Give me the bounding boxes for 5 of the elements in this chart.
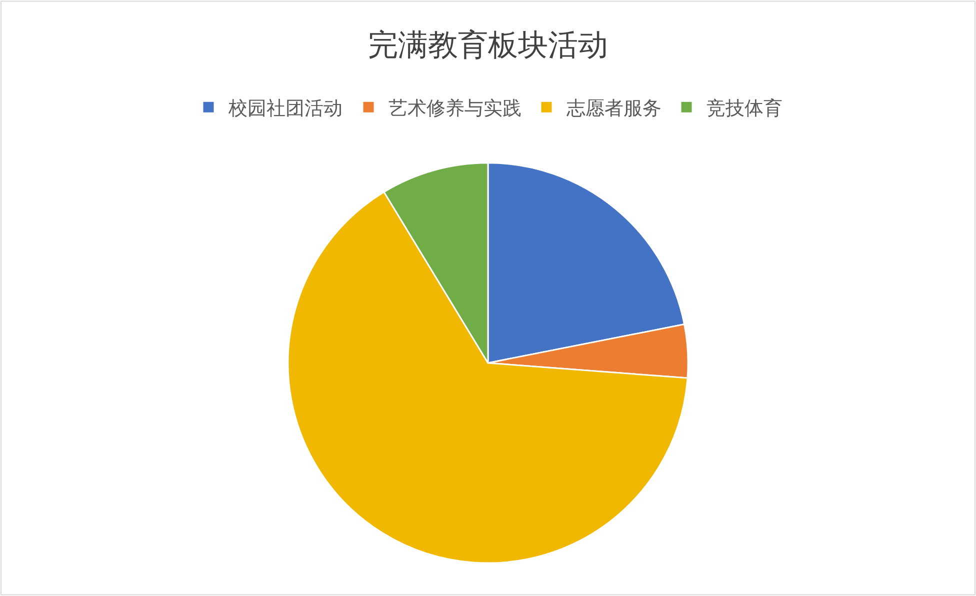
chart-title: 完满教育板块活动 (368, 28, 608, 64)
legend-label: 志愿者服务 (566, 98, 662, 120)
legend-label: 校园社团活动 (228, 98, 342, 120)
legend-label: 竞技体育 (706, 98, 782, 120)
legend-label: 艺术修养与实践 (388, 98, 522, 120)
